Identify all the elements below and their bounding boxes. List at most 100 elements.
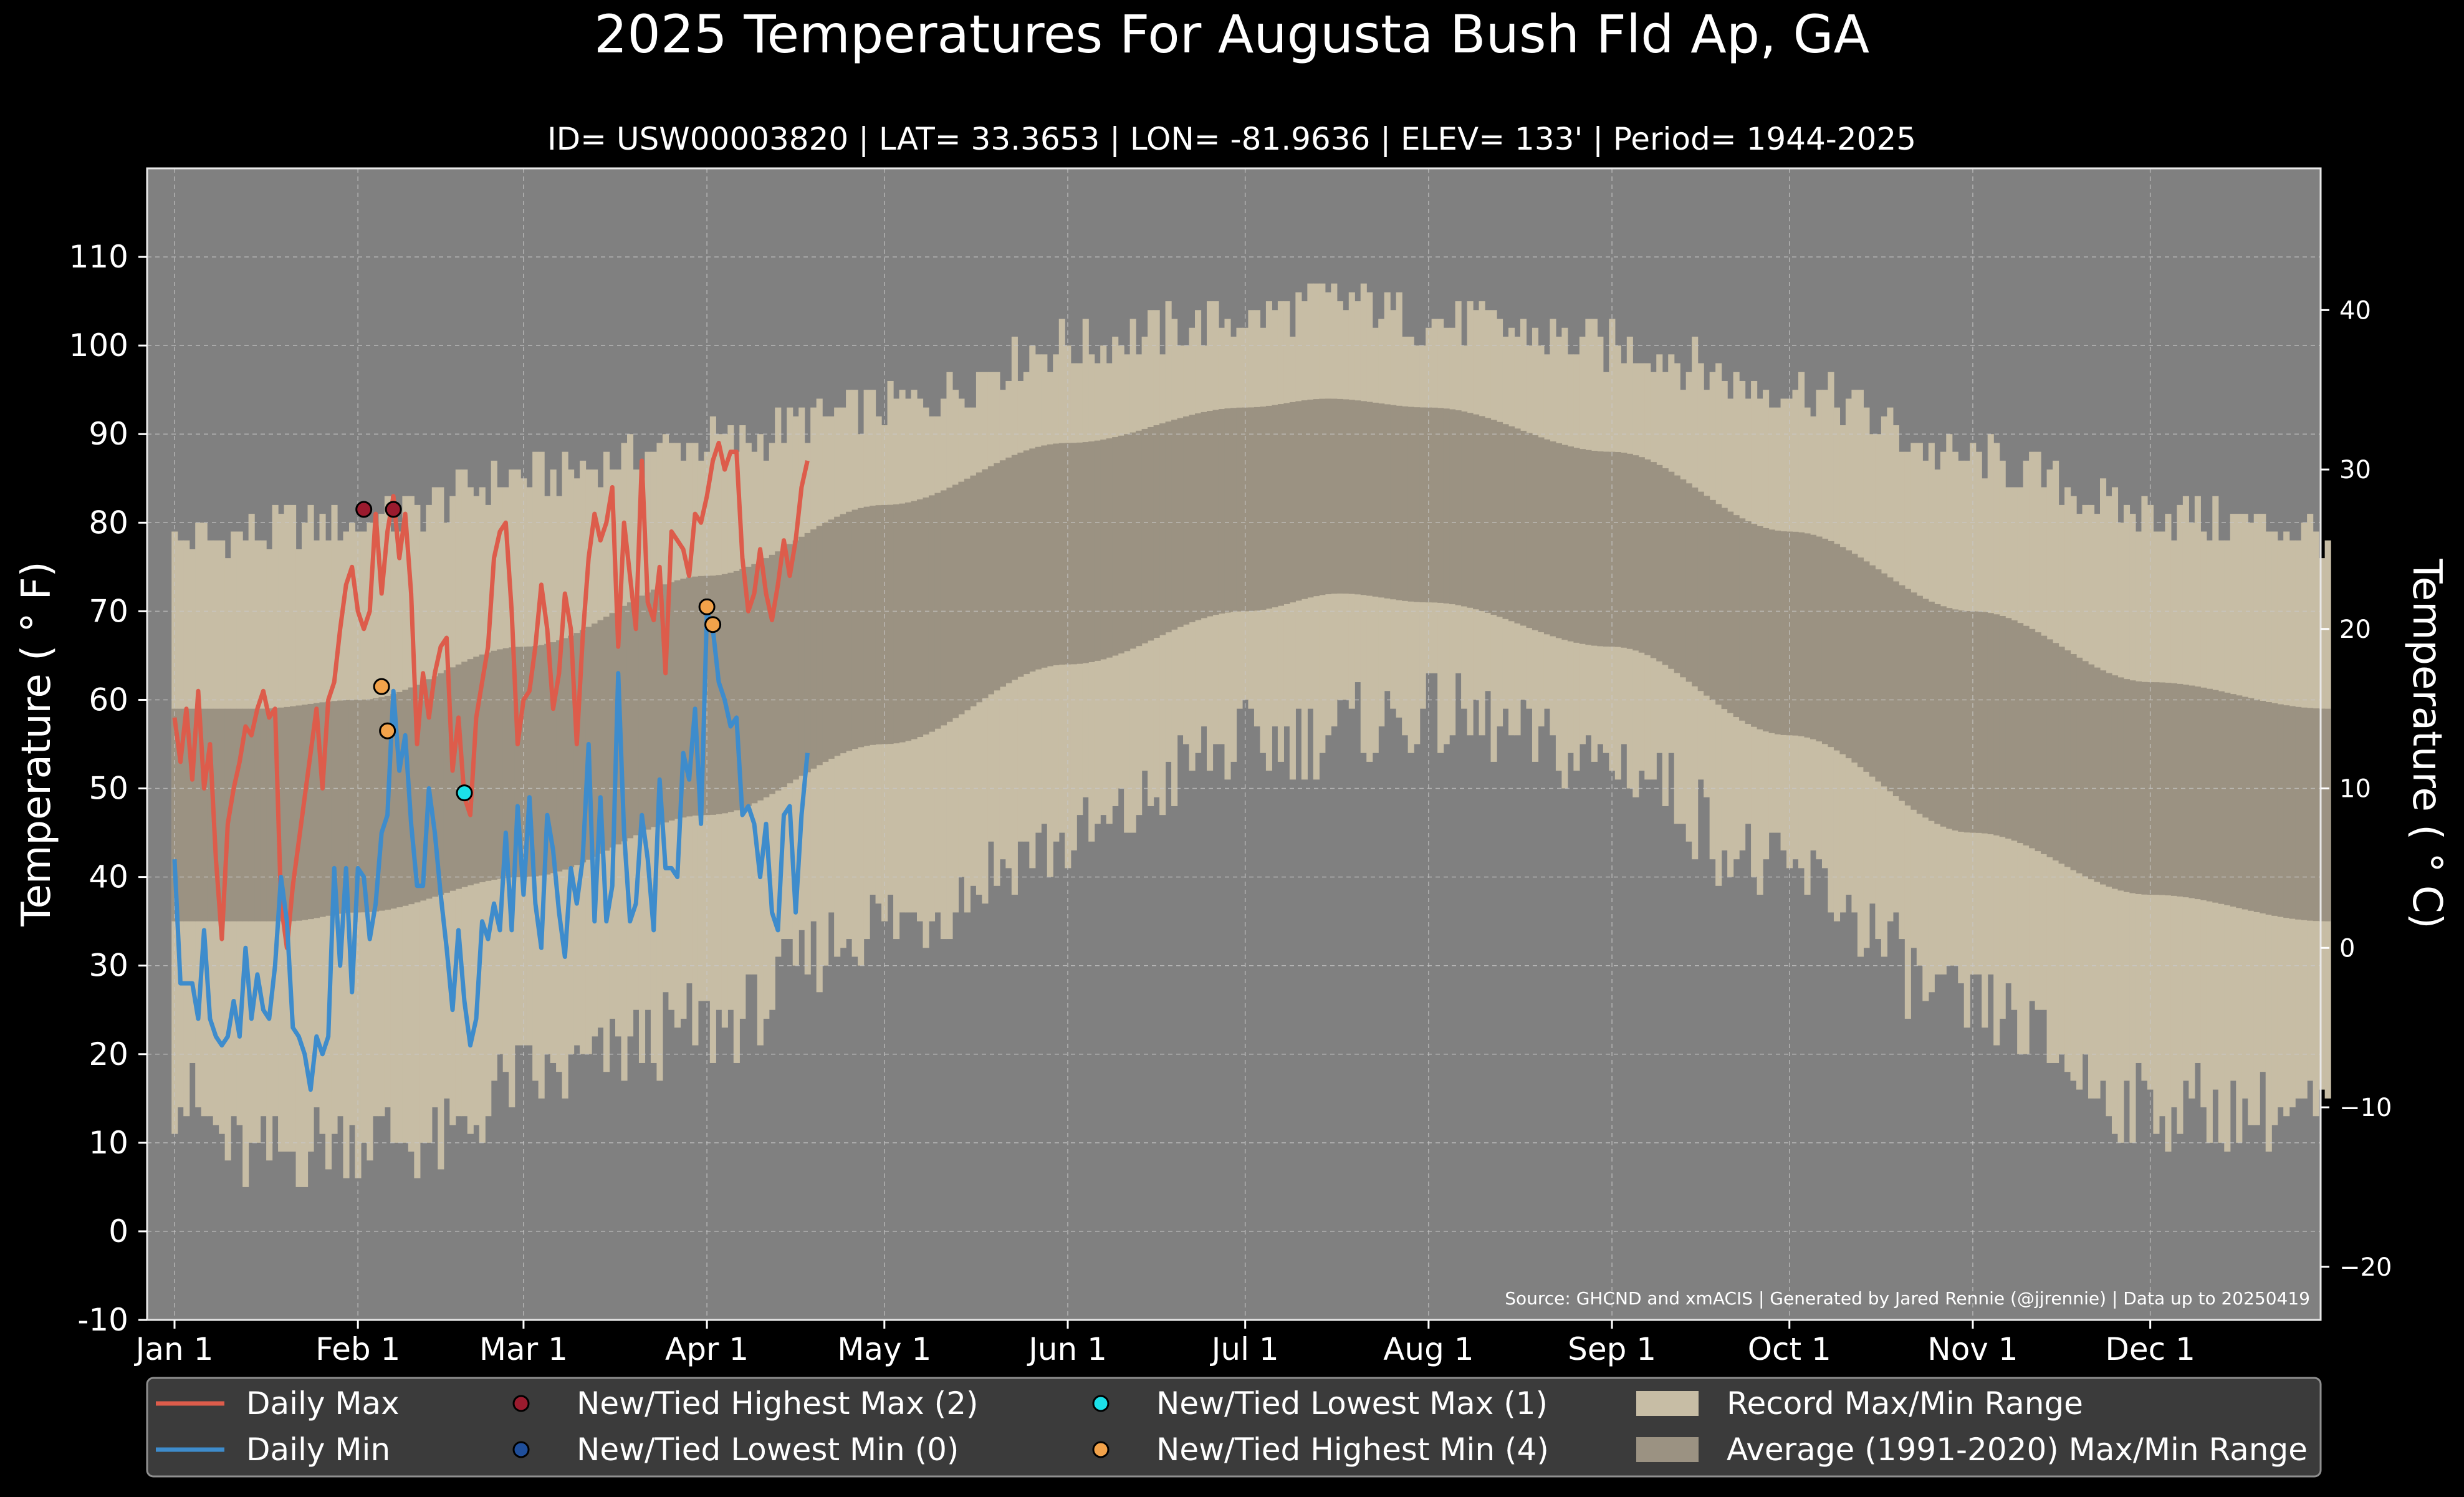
normal-range-bar xyxy=(2230,694,2236,907)
normal-range-bar xyxy=(1283,403,1290,604)
normal-range-bar xyxy=(260,708,267,922)
normal-range-bar xyxy=(195,708,202,922)
y-axis-right-label: Temperature ( ° C) xyxy=(2404,558,2450,928)
y-tick-label-c: 0 xyxy=(2339,934,2355,963)
normal-range-bar xyxy=(183,708,190,922)
normal-range-bar xyxy=(544,643,551,875)
normal-range-bar xyxy=(343,700,350,913)
normal-range-bar xyxy=(1461,411,1468,607)
normal-range-bar xyxy=(1804,533,1811,738)
normal-range-bar xyxy=(1106,438,1113,658)
normal-range-bar xyxy=(987,466,994,695)
normal-range-bar xyxy=(1100,440,1107,660)
normal-range-bar xyxy=(449,667,456,891)
normal-range-bar xyxy=(2253,699,2260,912)
normal-range-bar xyxy=(1159,423,1166,635)
normal-range-bar xyxy=(485,652,492,881)
y-tick-label-c: −10 xyxy=(2339,1094,2392,1122)
y-axis-left-label: Temperature ( ° F) xyxy=(14,561,60,927)
legend-box-swatch xyxy=(1636,1391,1699,1416)
normal-range-bar xyxy=(171,708,178,922)
normal-range-bar xyxy=(1455,410,1462,605)
normal-range-bar xyxy=(2260,701,2266,914)
normal-range-bar xyxy=(1390,405,1397,600)
normal-range-bar xyxy=(443,670,450,893)
normal-range-bar xyxy=(1520,430,1527,626)
normal-range-bar xyxy=(1082,442,1089,663)
normal-range-bar xyxy=(905,502,912,741)
normal-range-bar xyxy=(514,647,521,877)
normal-range-bar xyxy=(1958,610,1965,832)
normal-range-bar xyxy=(2023,625,2030,846)
y-axis-right-ticks: −20 −10 0 10 20 30 40 xyxy=(2321,296,2392,1282)
normal-range-bar xyxy=(875,505,882,744)
normal-range-bar xyxy=(2271,703,2278,916)
normal-range-bar xyxy=(1414,407,1421,602)
y-tick-label-f: 70 xyxy=(89,593,128,629)
normal-range-bar xyxy=(2212,690,2219,903)
x-tick-label: Apr 1 xyxy=(665,1331,749,1367)
normal-range-bar xyxy=(976,472,982,703)
normal-range-bar xyxy=(254,708,261,922)
normal-range-bar xyxy=(1775,531,1781,734)
record-marker xyxy=(704,616,722,633)
normal-range-bar xyxy=(1946,608,1953,829)
normal-range-bar xyxy=(686,577,693,817)
normal-range-bar xyxy=(1485,418,1492,613)
normal-range-bar xyxy=(769,554,775,794)
record-marker xyxy=(698,598,716,615)
y-tick-label-f: -10 xyxy=(77,1302,128,1338)
normal-range-bar xyxy=(1189,415,1196,622)
normal-range-bar xyxy=(2224,692,2231,905)
normal-range-bar xyxy=(207,708,214,922)
normal-range-bar xyxy=(2295,706,2302,920)
normal-range-bar xyxy=(414,685,421,903)
y-tick-label-f: 40 xyxy=(89,859,128,895)
normal-range-bar xyxy=(2313,708,2319,922)
y-tick-label-f: 20 xyxy=(89,1036,128,1072)
normal-range-bar xyxy=(1857,557,1864,768)
normal-range-bar xyxy=(2188,685,2195,898)
normal-range-bar xyxy=(573,633,580,865)
record-markers xyxy=(355,501,722,802)
normal-range-bar xyxy=(2035,632,2041,852)
normal-range-bar xyxy=(1899,585,1906,801)
normal-range-bar xyxy=(863,506,870,746)
normal-range-bar xyxy=(189,708,196,922)
normal-range-bar xyxy=(526,646,533,877)
normal-range-bar xyxy=(1431,407,1438,603)
normal-range-bar xyxy=(1963,611,1970,833)
y-tick-label-c: 20 xyxy=(2339,615,2371,644)
normal-range-bar xyxy=(626,602,634,839)
normal-range-bar xyxy=(1319,398,1326,595)
normal-range-bar xyxy=(828,519,835,759)
normal-range-bar xyxy=(1934,604,1941,824)
normal-range-bar xyxy=(1845,550,1853,759)
x-tick-label: Dec 1 xyxy=(2105,1331,2195,1367)
normal-range-bar xyxy=(1875,569,1882,782)
normal-range-bar xyxy=(1798,532,1805,736)
normal-range-bar xyxy=(479,654,486,882)
normal-range-bar xyxy=(603,616,610,851)
y-tick-label-c: −20 xyxy=(2339,1253,2392,1282)
normal-range-bar xyxy=(1833,544,1841,751)
y-tick-label-f: 60 xyxy=(89,681,128,718)
normal-range-bar xyxy=(680,579,687,818)
normal-range-bar xyxy=(1585,450,1592,645)
normal-range-bar xyxy=(1609,451,1616,647)
normal-range-bar xyxy=(201,708,208,922)
x-tick-label: Aug 1 xyxy=(1383,1331,1474,1367)
y-tick-label-c: 10 xyxy=(2339,775,2371,804)
normal-range-bar xyxy=(2082,661,2089,877)
normal-range-bar xyxy=(2041,635,2048,854)
normal-range-bar xyxy=(1614,452,1621,647)
normal-range-bar xyxy=(1502,424,1509,619)
normal-range-bar xyxy=(1094,440,1101,661)
normal-range-bar xyxy=(290,706,297,922)
grid-lines xyxy=(147,168,2321,1320)
normal-range-bar xyxy=(952,484,959,718)
x-tick-label: Feb 1 xyxy=(315,1331,400,1367)
legend-box-swatch xyxy=(1636,1437,1699,1462)
legend-label: New/Tied Lowest Max (1) xyxy=(1156,1385,1548,1422)
